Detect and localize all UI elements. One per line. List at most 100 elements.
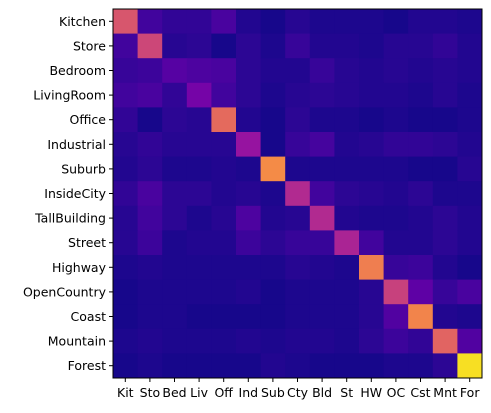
heatmap-cell-Mountain-St bbox=[334, 328, 360, 354]
heatmap-cell-TallBuilding-Ind bbox=[236, 205, 261, 231]
heatmap-cell-Highway-Kit bbox=[113, 255, 138, 280]
y-axis-ticks: Kitchen Store Bedroom LivingRoom Office Indus… bbox=[23, 14, 113, 373]
heatmap-cell-Coast-OC bbox=[383, 304, 409, 330]
heatmap-cell-InsideCity-Mnt bbox=[432, 181, 458, 207]
heatmap-cell-Store-Off bbox=[211, 33, 237, 59]
heatmap-cell-Mountain-For bbox=[457, 328, 483, 354]
y-tick-label: Forest bbox=[68, 358, 106, 373]
heatmap-cell-Kitchen-OC bbox=[383, 9, 409, 34]
heatmap-cell-Mountain-Bld bbox=[309, 328, 335, 354]
heatmap-cell-Office-Cty bbox=[285, 107, 311, 133]
heatmap-cell-Kitchen-St bbox=[334, 9, 360, 34]
heatmap-cell-OpenCountry-Kit bbox=[113, 279, 138, 305]
heatmap-cell-Street-Off bbox=[211, 230, 237, 256]
heatmap-cell-Highway-Cst bbox=[408, 255, 434, 280]
heatmap-cell-TallBuilding-Off bbox=[211, 205, 237, 231]
heatmap-cell-Coast-Mnt bbox=[432, 304, 458, 330]
heatmap-cell-Bedroom-Cty bbox=[285, 58, 311, 84]
heatmap-cell-OpenCountry-Bed bbox=[162, 279, 188, 305]
heatmap-cell-InsideCity-Sto bbox=[137, 181, 163, 207]
heatmap-cell-Suburb-St bbox=[334, 156, 360, 182]
heatmap-cell-Highway-OC bbox=[383, 255, 409, 280]
heatmap-cell-Mountain-Bed bbox=[162, 328, 188, 354]
heatmap-cell-Office-Kit bbox=[113, 107, 138, 133]
heatmap-cell-Mountain-Sub bbox=[260, 328, 286, 354]
heatmap-cell-Highway-Liv bbox=[186, 255, 212, 280]
heatmap-cell-LivingRoom-Sto bbox=[137, 82, 163, 108]
heatmap-cell-OpenCountry-Sto bbox=[137, 279, 163, 305]
x-tick-label: Sub bbox=[261, 385, 285, 400]
heatmap-cell-Kitchen-Sto bbox=[137, 9, 163, 34]
y-tick-label: Street bbox=[68, 235, 106, 250]
heatmap-cell-LivingRoom-Off bbox=[211, 82, 237, 108]
heatmap-cell-Highway-Sub bbox=[260, 255, 286, 280]
heatmap-cell-OpenCountry-Ind bbox=[236, 279, 261, 305]
heatmap-cell-Industrial-Kit bbox=[113, 132, 138, 157]
heatmap-cell-InsideCity-Cst bbox=[408, 181, 434, 207]
heatmap-cell-LivingRoom-Bld bbox=[309, 82, 335, 108]
heatmap-cell-Street-Bld bbox=[309, 230, 335, 256]
heatmap-cell-Bedroom-Cst bbox=[408, 58, 434, 84]
heatmap-cell-OpenCountry-St bbox=[334, 279, 360, 305]
heatmap-cell-Coast-Bed bbox=[162, 304, 188, 330]
heatmap-cell-OpenCountry-HW bbox=[359, 279, 384, 305]
heatmap-cell-Highway-Bld bbox=[309, 255, 335, 280]
heatmap-cell-Kitchen-Liv bbox=[186, 9, 212, 34]
heatmap-cell-Coast-Kit bbox=[113, 304, 138, 330]
heatmap-cell-Kitchen-Bld bbox=[309, 9, 335, 34]
heatmap-cell-Coast-Sub bbox=[260, 304, 286, 330]
x-tick-label: OC bbox=[387, 385, 406, 400]
heatmap-cell-Kitchen-Cst bbox=[408, 9, 434, 34]
heatmap-cell-Mountain-HW bbox=[359, 328, 384, 354]
heatmap-cell-Forest-Cst bbox=[408, 353, 434, 379]
x-tick-label: Mnt bbox=[433, 385, 457, 400]
heatmap-cell-LivingRoom-Bed bbox=[162, 82, 188, 108]
heatmap-cell-Store-Cty bbox=[285, 33, 311, 59]
heatmap-cell-Street-Mnt bbox=[432, 230, 458, 256]
heatmap-cell-Forest-St bbox=[334, 353, 360, 379]
heatmap-cell-Store-HW bbox=[359, 33, 384, 59]
heatmap-cell-Street-Bed bbox=[162, 230, 188, 256]
heatmap-cell-Suburb-Sto bbox=[137, 156, 163, 182]
heatmap-cell-Store-Bld bbox=[309, 33, 335, 59]
y-tick-label: Office bbox=[70, 112, 107, 127]
heatmap-cell-Highway-Bed bbox=[162, 255, 188, 280]
heatmap-cell-Industrial-Bld bbox=[309, 132, 335, 157]
heatmap-cell-Store-Ind bbox=[236, 33, 261, 59]
heatmap-cell-Store-St bbox=[334, 33, 360, 59]
heatmap-cell-Highway-Cty bbox=[285, 255, 311, 280]
y-tick-label: Highway bbox=[52, 260, 107, 275]
heatmap-cell-OpenCountry-Bld bbox=[309, 279, 335, 305]
x-tick-label: Ind bbox=[239, 385, 259, 400]
heatmap-cell-Bedroom-Kit bbox=[113, 58, 138, 84]
heatmap-cell-Street-Sub bbox=[260, 230, 286, 256]
heatmap-cell-Forest-Off bbox=[211, 353, 237, 379]
x-axis-ticks: Kit Sto Bed Liv Off Ind Sub Cty Bld St HW OC Cst Mnt F… bbox=[117, 378, 480, 400]
heatmap-cell-Suburb-For bbox=[457, 156, 483, 182]
x-tick-label: Kit bbox=[117, 385, 134, 400]
heatmap-cell-Industrial-For bbox=[457, 132, 483, 157]
heatmap-cell-InsideCity-Liv bbox=[186, 181, 212, 207]
y-tick-label: Bedroom bbox=[49, 63, 106, 78]
heatmap-cell-Office-Cst bbox=[408, 107, 434, 133]
heatmap-cell-Mountain-Mnt bbox=[432, 328, 458, 354]
x-tick-label: Liv bbox=[190, 385, 208, 400]
heatmap-cell-Office-OC bbox=[383, 107, 409, 133]
heatmap-cell-Suburb-Kit bbox=[113, 156, 138, 182]
heatmap-cell-InsideCity-St bbox=[334, 181, 360, 207]
heatmap-cell-TallBuilding-HW bbox=[359, 205, 384, 231]
y-tick-label: Store bbox=[73, 38, 106, 53]
heatmap-cell-Office-For bbox=[457, 107, 483, 133]
heatmap-cell-Industrial-Cst bbox=[408, 132, 434, 157]
heatmap-cell-Bedroom-Sto bbox=[137, 58, 163, 84]
y-tick-label: Kitchen bbox=[59, 14, 106, 29]
heatmap-cell-Highway-Sto bbox=[137, 255, 163, 280]
heatmap-cell-Bedroom-Liv bbox=[186, 58, 212, 84]
heatmap-cell-Coast-Bld bbox=[309, 304, 335, 330]
heatmap-cell-Office-Ind bbox=[236, 107, 261, 133]
y-tick-label: Coast bbox=[71, 309, 107, 324]
heatmap-cell-Suburb-Sub bbox=[260, 156, 286, 182]
heatmap-cell-Suburb-Off bbox=[211, 156, 237, 182]
heatmap-cell-Highway-St bbox=[334, 255, 360, 280]
heatmap-cell-Mountain-Kit bbox=[113, 328, 138, 354]
